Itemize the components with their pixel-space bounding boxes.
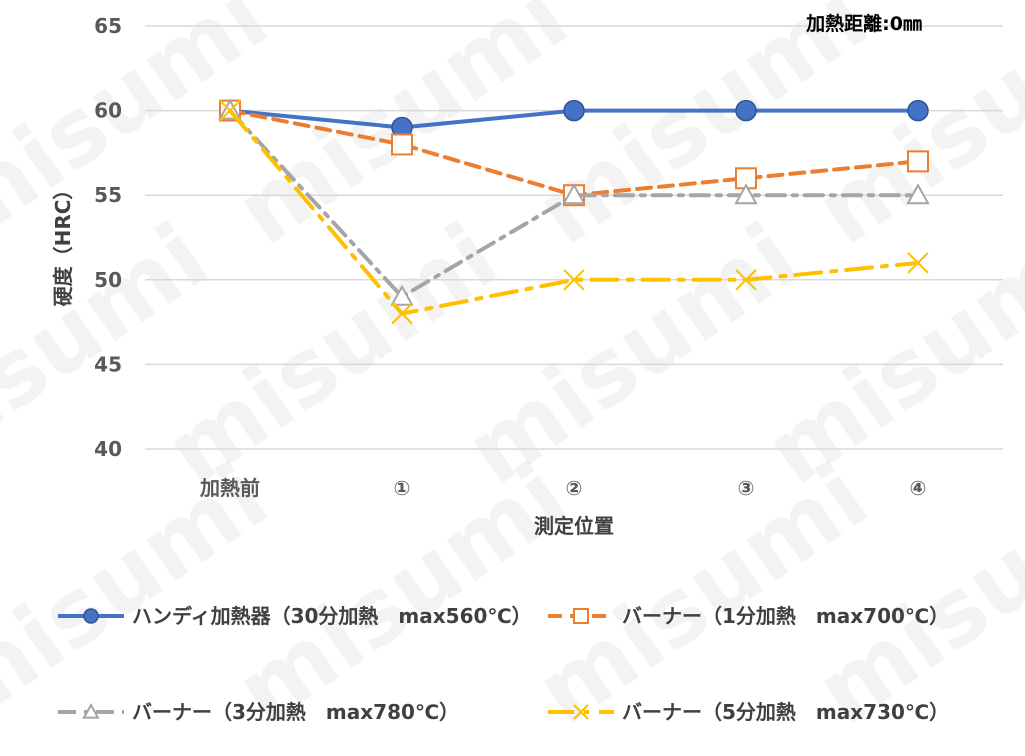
- x-tick-label: ③: [738, 476, 755, 500]
- data-point: [735, 269, 757, 291]
- data-point: [562, 183, 586, 205]
- data-point: [734, 183, 758, 205]
- y-tick-label: 55: [94, 183, 122, 207]
- data-point: [563, 99, 585, 122]
- x-tick-label: ④: [910, 476, 927, 500]
- y-tick-labels: 40 45 50 55 60 65: [94, 14, 122, 461]
- data-point: [907, 99, 929, 122]
- data-point: [82, 702, 100, 719]
- x-axis-title: 測定位置: [534, 514, 614, 538]
- y-tick-label: 60: [94, 99, 122, 123]
- legend-item-2: バーナー（1分加熱 max700℃）: [548, 604, 949, 628]
- x-tick-label: ②: [566, 476, 583, 500]
- series-line: [228, 108, 920, 316]
- data-point: [906, 183, 930, 205]
- series-4: [219, 99, 929, 325]
- y-tick-label: 65: [94, 14, 122, 38]
- x-category-labels: 加熱前 ① ② ③ ④: [199, 476, 926, 500]
- data-point: [907, 252, 929, 274]
- data-point: [391, 302, 413, 325]
- series-line: [228, 108, 920, 299]
- y-tick-label: 50: [94, 268, 122, 292]
- data-point: [573, 704, 589, 720]
- legend-item-3: バーナー（3分加熱 max780℃）: [58, 700, 459, 724]
- data-point: [83, 608, 99, 624]
- legend-item-1: ハンディ加熱器（30分加熱 max560℃）: [58, 604, 532, 628]
- legend-label: ハンディ加熱器（30分加熱 max560℃）: [132, 604, 532, 628]
- legend-label: バーナー（3分加熱 max780℃）: [132, 700, 459, 724]
- legend-item-4: バーナー（5分加熱 max730℃）: [548, 700, 949, 724]
- legend-label: バーナー（1分加熱 max700℃）: [622, 604, 949, 628]
- data-point: [391, 133, 413, 156]
- y-tick-label: 40: [94, 437, 122, 461]
- legend-label: バーナー（5分加熱 max730℃）: [622, 700, 949, 724]
- data-point: [219, 99, 241, 122]
- x-tick-label: 加熱前: [199, 476, 260, 500]
- watermark-text: misumi: [748, 203, 1025, 506]
- y-tick-label: 45: [94, 352, 122, 376]
- series-layer: [218, 98, 930, 325]
- data-point: [390, 284, 414, 306]
- y-axis-title: 硬度（HRC）: [51, 180, 75, 307]
- chart-annotation: 加熱距離:0㎜: [805, 12, 922, 35]
- legend: ハンディ加熱器（30分加熱 max560℃） バーナー（1分加熱 max700℃）…: [58, 604, 949, 724]
- data-point: [563, 269, 585, 291]
- data-point: [907, 150, 929, 173]
- data-point: [573, 608, 589, 624]
- x-tick-label: ①: [394, 476, 411, 500]
- data-point: [735, 99, 757, 122]
